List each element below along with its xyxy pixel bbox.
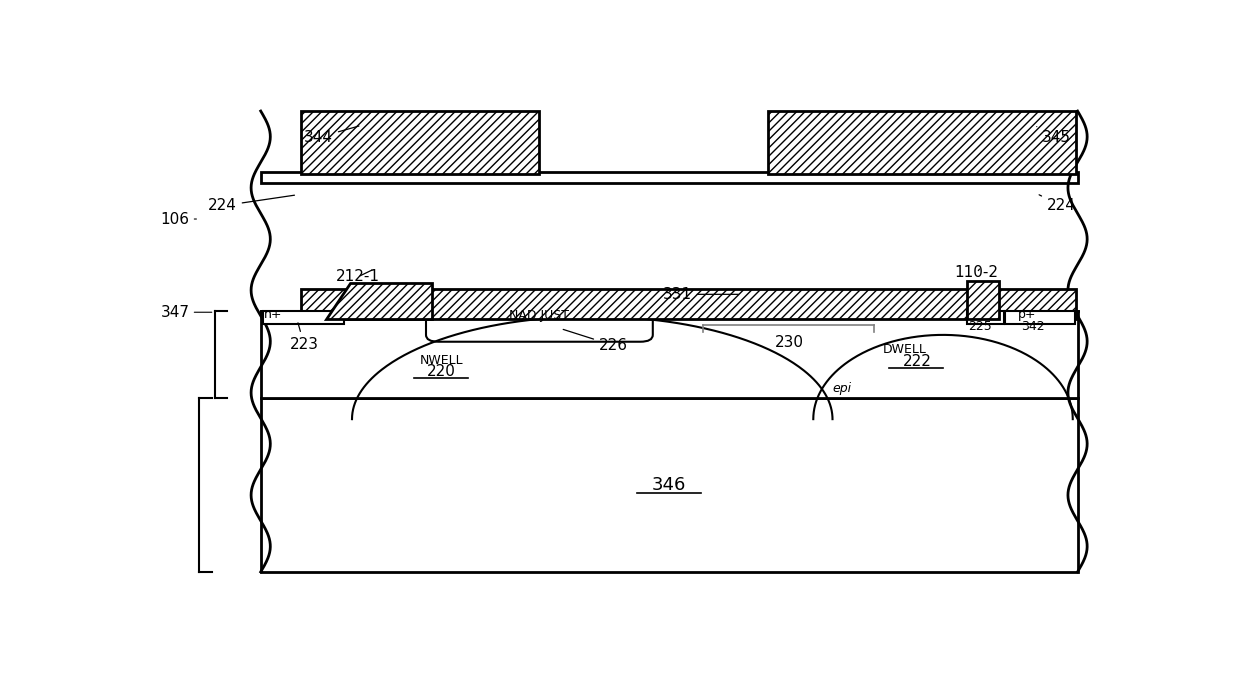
- Bar: [263, 311, 345, 324]
- Text: 220: 220: [427, 365, 456, 379]
- Text: NWELL: NWELL: [419, 354, 464, 367]
- Text: 346: 346: [652, 476, 686, 494]
- Text: epi: epi: [832, 382, 852, 395]
- Bar: [260, 172, 1078, 183]
- Text: 230: 230: [775, 335, 804, 350]
- Text: 331: 331: [662, 287, 739, 302]
- Text: 342: 342: [1021, 321, 1044, 334]
- Text: 212-1: 212-1: [336, 269, 379, 285]
- Text: DWELL: DWELL: [883, 343, 926, 356]
- Text: 345: 345: [1037, 127, 1071, 145]
- Text: 222: 222: [903, 354, 931, 369]
- Text: NAD JUST: NAD JUST: [510, 309, 569, 322]
- Bar: [301, 289, 1075, 319]
- Text: 344: 344: [304, 126, 358, 145]
- Text: 225: 225: [967, 321, 992, 334]
- Text: 224: 224: [1039, 195, 1075, 213]
- Bar: [260, 311, 1078, 398]
- Bar: [1006, 311, 1075, 324]
- Bar: [301, 111, 539, 174]
- Text: 226: 226: [563, 330, 627, 353]
- Text: 223: 223: [290, 323, 319, 352]
- Bar: [967, 311, 1003, 324]
- Text: 106: 106: [161, 211, 190, 226]
- Text: 224: 224: [208, 195, 294, 213]
- Bar: [768, 111, 1075, 174]
- FancyBboxPatch shape: [427, 308, 652, 342]
- Polygon shape: [967, 281, 998, 319]
- Text: p+: p+: [1017, 308, 1035, 321]
- Text: n: n: [973, 308, 982, 321]
- Text: 347: 347: [161, 305, 190, 319]
- Text: 110-2: 110-2: [955, 265, 998, 280]
- Polygon shape: [326, 283, 432, 319]
- Bar: [260, 398, 1078, 572]
- Text: n+: n+: [264, 308, 283, 321]
